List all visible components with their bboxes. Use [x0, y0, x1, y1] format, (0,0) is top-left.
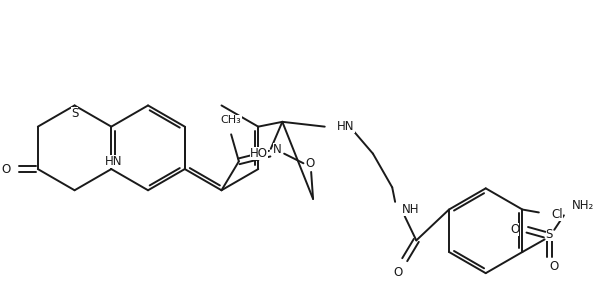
Text: O: O [393, 266, 402, 279]
Text: HN: HN [337, 120, 355, 133]
Text: CH₃: CH₃ [221, 115, 242, 125]
Text: O: O [510, 223, 519, 236]
Text: O: O [1, 162, 11, 176]
Text: N: N [273, 143, 282, 156]
Text: HO: HO [250, 147, 268, 160]
Text: Cl: Cl [552, 208, 563, 221]
Text: NH₂: NH₂ [571, 199, 594, 212]
Text: S: S [71, 107, 78, 120]
Text: S: S [546, 228, 553, 241]
Text: O: O [550, 260, 559, 273]
Text: HN: HN [104, 155, 122, 168]
Text: O: O [306, 157, 315, 170]
Text: NH: NH [402, 203, 419, 216]
